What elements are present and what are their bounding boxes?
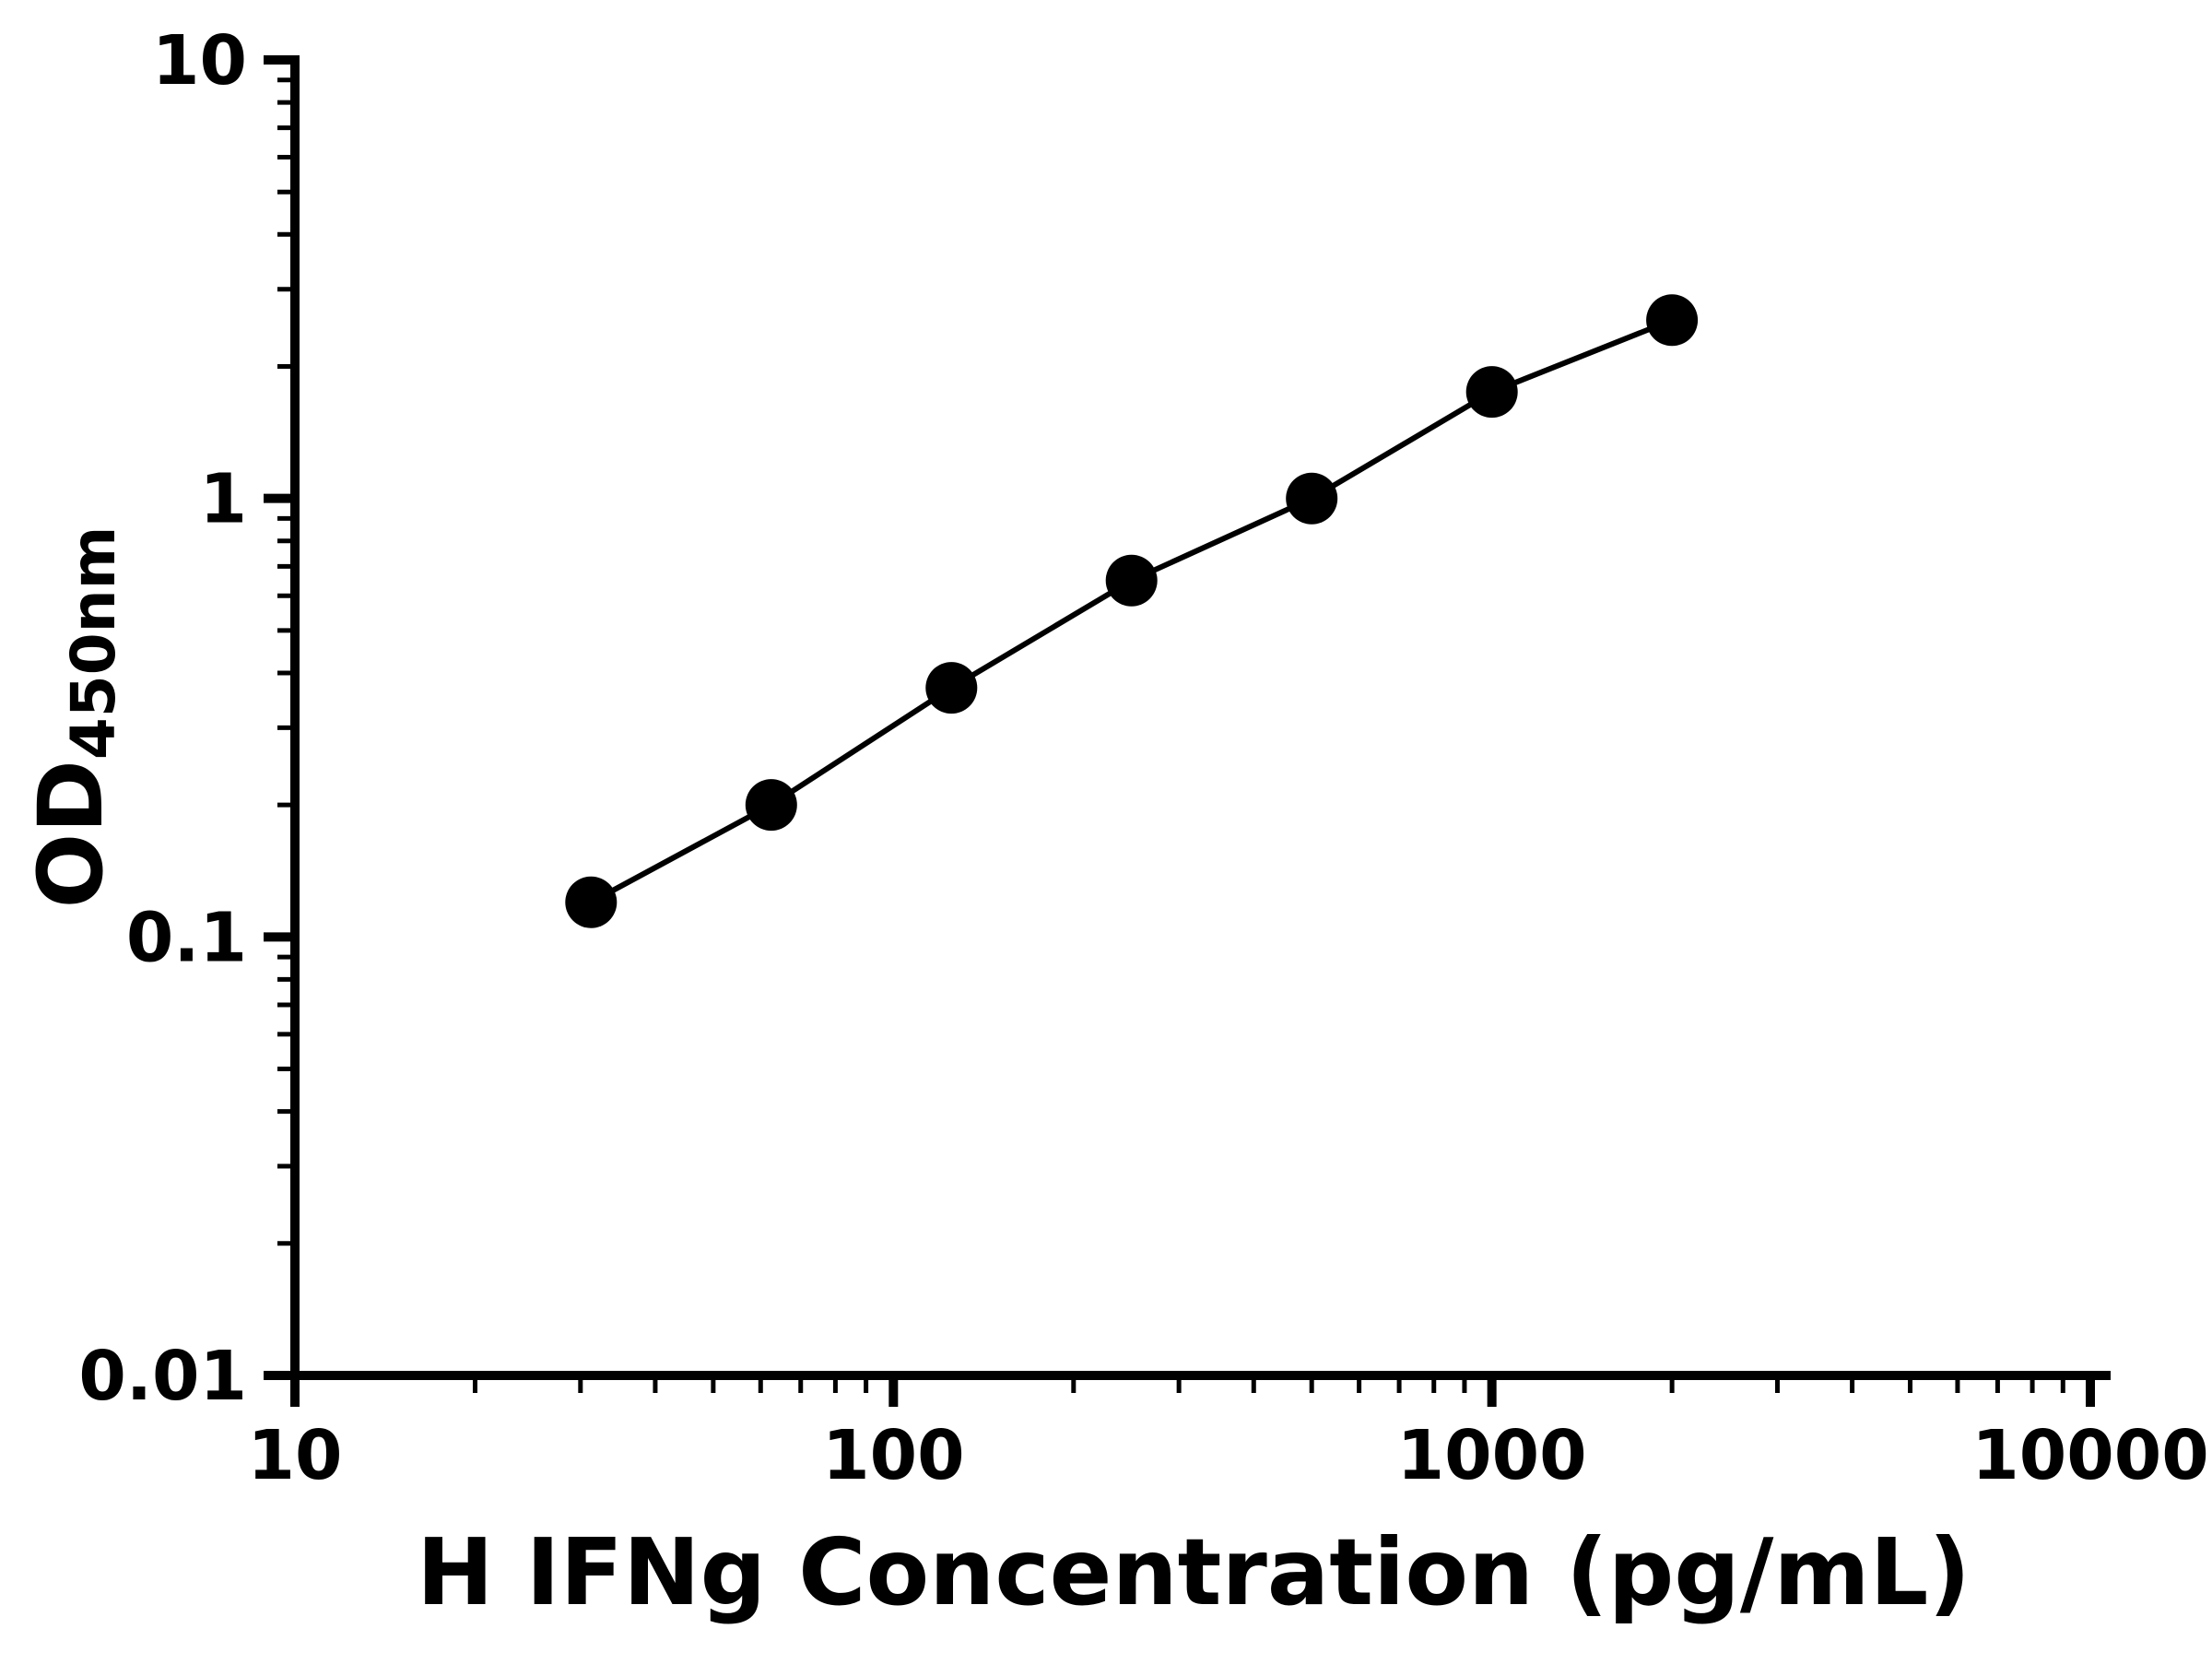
data-point xyxy=(925,662,978,714)
y-tick-label: 0.1 xyxy=(126,898,247,977)
data-point xyxy=(1105,554,1158,607)
x-tick-label: 100 xyxy=(822,1416,964,1495)
data-point xyxy=(1286,472,1338,525)
x-tick-label: 10 xyxy=(248,1416,343,1495)
data-point xyxy=(1646,294,1699,347)
y-tick-label: 1 xyxy=(200,460,248,539)
y-tick-label: 0.01 xyxy=(78,1337,247,1416)
x-tick-label: 10000 xyxy=(1971,1416,2208,1495)
y-axis-title: OD450nm xyxy=(19,526,129,909)
y-tick-label: 10 xyxy=(152,21,247,100)
axes-spines xyxy=(290,55,2111,1380)
y-axis-title-main: OD xyxy=(19,760,123,908)
plot-area: 10 100 1000 10000 0.01 0.1 1 10 xyxy=(78,21,2208,1495)
data-point xyxy=(1465,366,1518,419)
data-point xyxy=(745,779,797,832)
data-point xyxy=(565,876,618,928)
y-axis-title-sub: 450nm xyxy=(58,526,129,761)
x-axis-title: H IFNg Concentration (pg/mL) xyxy=(417,1518,1971,1626)
x-tick-label: 1000 xyxy=(1397,1416,1587,1495)
